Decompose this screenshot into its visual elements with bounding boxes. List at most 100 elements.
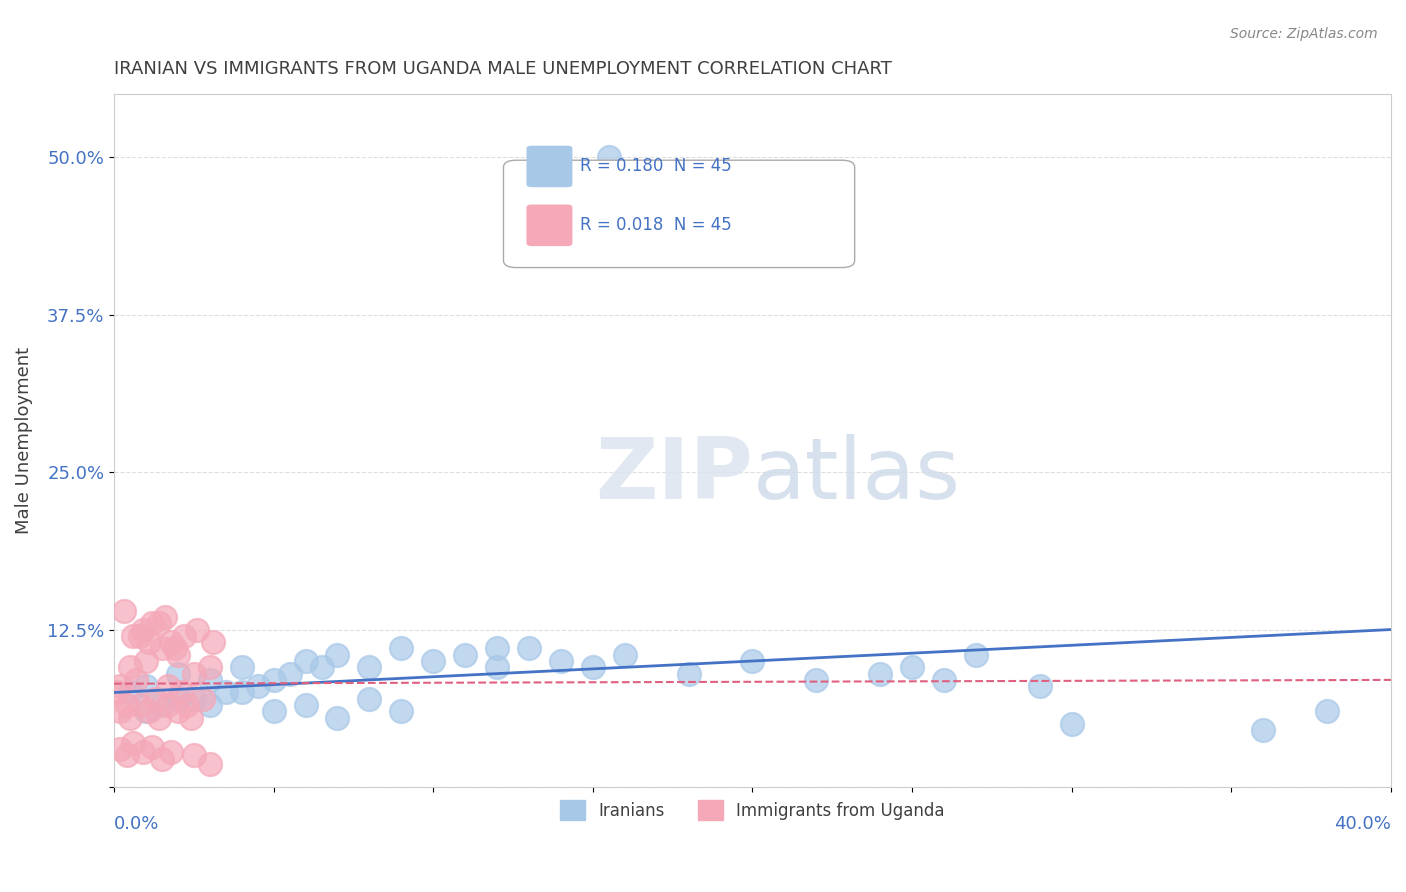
Text: 0.0%: 0.0%: [114, 814, 159, 832]
Point: [613, 648, 636, 662]
Point: [215, 685, 238, 699]
FancyBboxPatch shape: [526, 145, 572, 187]
Point: [550, 654, 572, 668]
Point: [150, 698, 173, 712]
Point: [132, 623, 155, 637]
Point: [132, 745, 155, 759]
Point: [517, 641, 540, 656]
Text: ZIP: ZIP: [595, 434, 752, 516]
Point: [166, 648, 188, 662]
Point: [138, 635, 160, 649]
Point: [157, 698, 180, 712]
Point: [1029, 679, 1052, 693]
Point: [231, 685, 253, 699]
Legend: Iranians, Immigrants from Uganda: Iranians, Immigrants from Uganda: [554, 793, 952, 827]
Point: [176, 698, 198, 712]
Point: [598, 150, 620, 164]
Point: [582, 660, 605, 674]
Point: [141, 616, 163, 631]
Point: [141, 739, 163, 754]
Point: [231, 660, 253, 674]
Point: [118, 660, 141, 674]
Point: [166, 705, 188, 719]
Point: [263, 673, 285, 687]
Point: [486, 660, 509, 674]
Point: [198, 757, 221, 772]
Point: [180, 711, 202, 725]
FancyBboxPatch shape: [503, 161, 855, 268]
Point: [166, 666, 188, 681]
Point: [326, 648, 349, 662]
Point: [148, 711, 170, 725]
Point: [741, 654, 763, 668]
Point: [454, 648, 477, 662]
Point: [246, 679, 269, 693]
Point: [160, 745, 183, 759]
Point: [183, 748, 205, 763]
Text: R = 0.180  N = 45: R = 0.180 N = 45: [581, 157, 733, 175]
Point: [135, 679, 157, 693]
Point: [965, 648, 987, 662]
Point: [806, 673, 828, 687]
Point: [122, 736, 145, 750]
Point: [110, 679, 132, 693]
Y-axis label: Male Unemployment: Male Unemployment: [15, 347, 32, 534]
Point: [186, 623, 208, 637]
Point: [128, 629, 150, 643]
Point: [389, 641, 412, 656]
Point: [193, 691, 215, 706]
Point: [486, 641, 509, 656]
Point: [170, 685, 193, 699]
Text: IRANIAN VS IMMIGRANTS FROM UGANDA MALE UNEMPLOYMENT CORRELATION CHART: IRANIAN VS IMMIGRANTS FROM UGANDA MALE U…: [114, 60, 891, 78]
Point: [183, 666, 205, 681]
Text: Source: ZipAtlas.com: Source: ZipAtlas.com: [1230, 27, 1378, 41]
Point: [183, 691, 205, 706]
Point: [198, 673, 221, 687]
Point: [294, 654, 316, 668]
Point: [148, 616, 170, 631]
Point: [422, 654, 444, 668]
Text: R = 0.018  N = 45: R = 0.018 N = 45: [581, 216, 733, 234]
Point: [201, 635, 224, 649]
Point: [263, 705, 285, 719]
Point: [110, 705, 132, 719]
Point: [105, 685, 128, 699]
Point: [198, 660, 221, 674]
Point: [1253, 723, 1275, 738]
Point: [112, 604, 135, 618]
Point: [128, 698, 150, 712]
Point: [110, 742, 132, 756]
Point: [122, 629, 145, 643]
Point: [311, 660, 333, 674]
Point: [135, 654, 157, 668]
Point: [125, 673, 148, 687]
Point: [389, 705, 412, 719]
Point: [173, 629, 195, 643]
Point: [145, 691, 167, 706]
Point: [278, 666, 301, 681]
Point: [118, 685, 141, 699]
Point: [326, 711, 349, 725]
Point: [1316, 705, 1339, 719]
Point: [160, 635, 183, 649]
Point: [901, 660, 924, 674]
Point: [359, 691, 381, 706]
Point: [294, 698, 316, 712]
Point: [198, 698, 221, 712]
FancyBboxPatch shape: [526, 204, 572, 246]
Point: [118, 711, 141, 725]
Point: [115, 748, 138, 763]
Point: [359, 660, 381, 674]
Point: [932, 673, 955, 687]
Point: [1060, 717, 1083, 731]
Point: [150, 752, 173, 766]
Point: [869, 666, 891, 681]
Point: [150, 641, 173, 656]
Text: atlas: atlas: [752, 434, 960, 516]
Point: [135, 705, 157, 719]
Point: [157, 679, 180, 693]
Point: [115, 698, 138, 712]
Text: 40.0%: 40.0%: [1334, 814, 1391, 832]
Point: [163, 641, 186, 656]
Point: [166, 691, 188, 706]
